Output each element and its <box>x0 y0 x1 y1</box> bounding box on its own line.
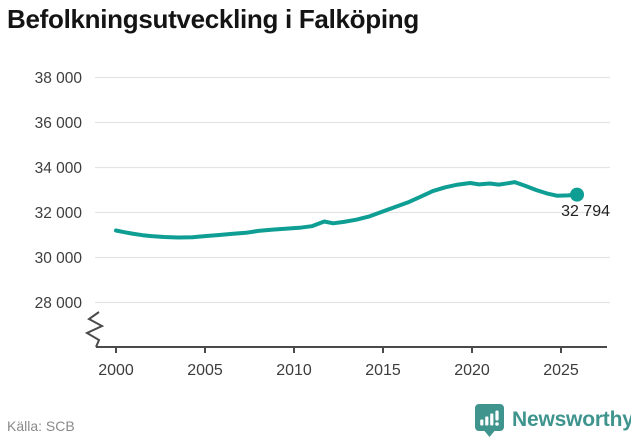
x-tick-label: 2025 <box>543 362 579 379</box>
x-tick-label: 2015 <box>365 362 401 379</box>
last-value-dot <box>570 187 585 202</box>
newsworthy-logo[interactable]: Newsworthy <box>474 403 631 437</box>
x-tick-label: 2005 <box>187 362 223 379</box>
source-label: Källa: SCB <box>7 418 75 434</box>
y-tick-label: 36 000 <box>35 115 83 132</box>
x-tick-label: 2000 <box>98 362 134 379</box>
last-value-label: 32 794 <box>561 203 610 220</box>
x-tick-label: 2020 <box>454 362 490 379</box>
y-tick-label: 38 000 <box>35 70 83 87</box>
axis-break-icon <box>84 311 105 348</box>
y-tick-label: 28 000 <box>35 295 83 312</box>
y-tick-label: 30 000 <box>35 250 83 267</box>
y-tick-label: 32 000 <box>35 205 83 222</box>
brand-name: Newsworthy <box>512 408 631 431</box>
y-tick-label: 34 000 <box>35 160 83 177</box>
page-title: Befolkningsutveckling i Falköping <box>7 4 419 34</box>
x-tick-label: 2010 <box>276 362 312 379</box>
population-line <box>114 180 579 240</box>
newsworthy-logo-icon <box>475 404 504 437</box>
